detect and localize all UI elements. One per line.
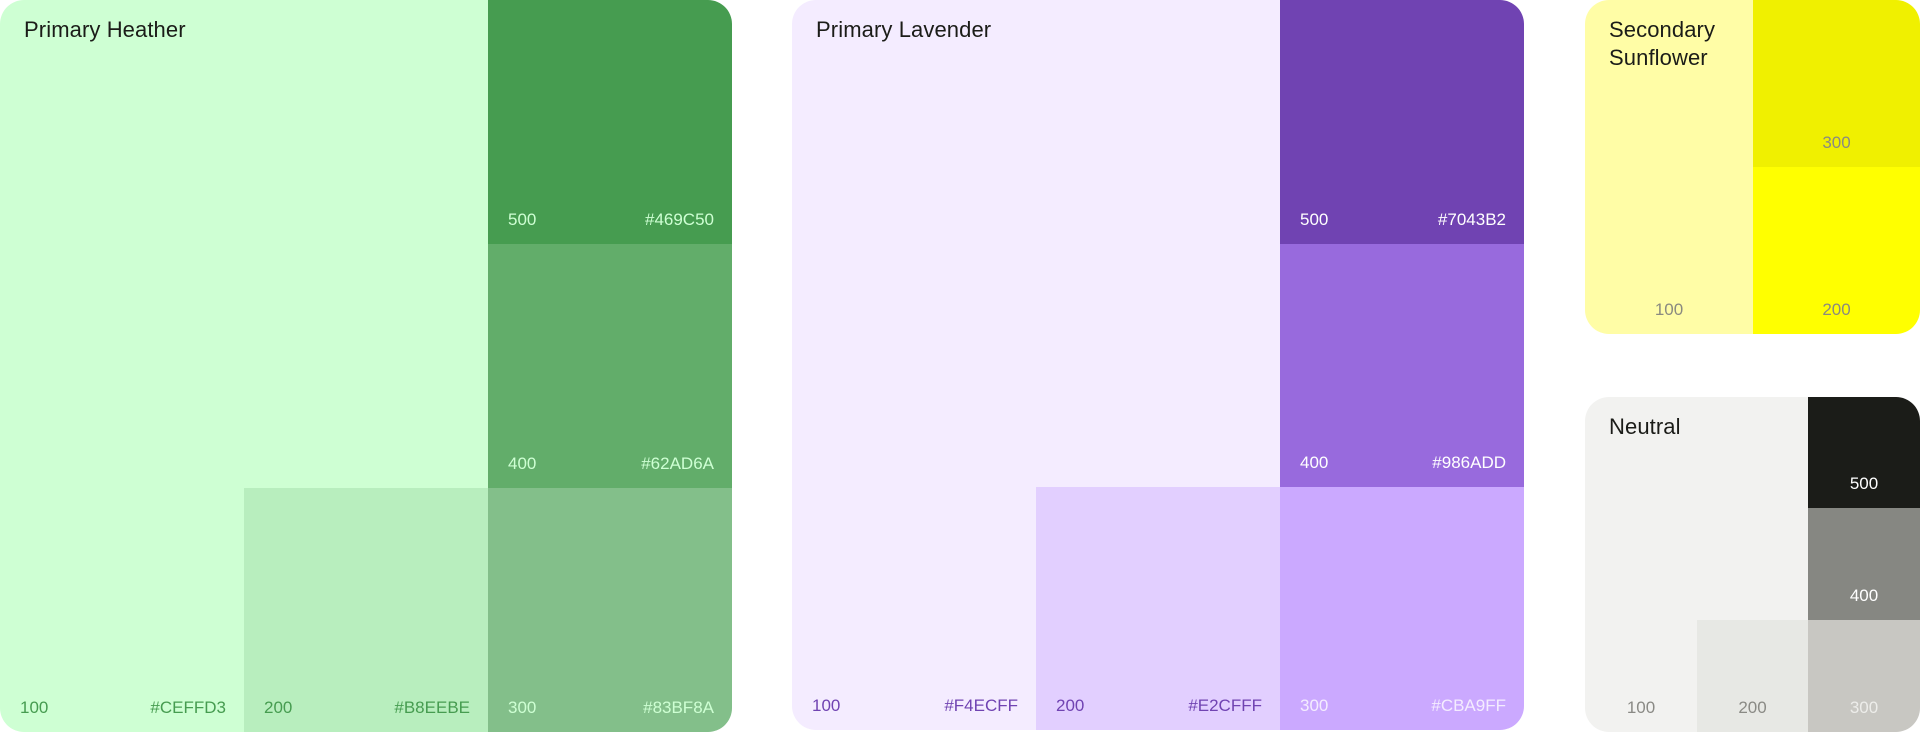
neutral-palette-card: 100 200 500 400 300 Neutral [1585,397,1920,732]
neutral-swatch-500[interactable]: 500 [1808,397,1920,508]
heather-swatch-100-upper [244,0,488,488]
swatch-step-label: 300 [1849,698,1879,717]
sunflower-swatch-100[interactable]: 100 [1585,0,1753,334]
heather-swatch-400[interactable]: 400 #62AD6A [488,244,732,488]
palette-title-line-1: Secondary [1609,17,1716,42]
swatch-step-label: 200 [264,698,293,717]
neutral-swatch-300[interactable]: 300 [1808,620,1920,732]
swatch-step-label: 100 [20,698,49,717]
neutral-swatch-100[interactable]: 100 [1585,397,1697,732]
lavender-swatch-400[interactable]: 400 #986ADD [1280,244,1524,487]
swatch-hex-label: #469C50 [644,210,714,229]
swatch-hex-label: #CEFFD3 [150,698,226,717]
lavender-palette-card: 100 #F4ECFF 200 #E2CFFF 500 #7043B2 400 … [792,0,1524,730]
swatch-hex-label: #B8EEBE [394,698,470,717]
swatch-hex-label: #83BF8A [643,698,714,717]
swatch-hex-label: #CBA9FF [1431,696,1506,715]
neutral-swatch-400[interactable]: 400 [1808,508,1920,620]
palette-title: Primary Heather [24,17,186,42]
neutral-swatch-200[interactable]: 200 [1697,620,1808,732]
swatch-step-label: 500 [508,210,537,229]
palette-title: Primary Lavender [816,17,992,42]
swatch-hex-label: #7043B2 [1437,210,1506,229]
swatch-step-label: 100 [1654,300,1684,319]
swatch-step-label: 200 [1738,698,1767,717]
swatch-step-label: 200 [1822,300,1851,319]
swatch-step-label: 400 [1300,453,1329,472]
sunflower-swatch-200[interactable]: 200 [1753,167,1920,334]
lavender-swatch-200[interactable]: 200 #E2CFFF [1036,487,1280,730]
swatch-step-label: 300 [1300,696,1329,715]
swatch-step-label: 500 [1300,210,1329,229]
swatch-step-label: 100 [812,696,841,715]
heather-palette-card: 100 #CEFFD3 200 #B8EEBE 500 #469C50 400 … [0,0,732,732]
swatch-step-label: 400 [508,454,537,473]
palette-title: Neutral [1609,414,1681,439]
heather-swatch-100[interactable]: 100 #CEFFD3 [0,0,244,732]
lavender-swatch-100-upper [1036,0,1280,487]
sunflower-swatch-300[interactable]: 300 [1753,0,1920,167]
heather-swatch-500[interactable]: 500 #469C50 [488,0,732,244]
swatch-step-label: 100 [1626,698,1656,717]
heather-swatch-200[interactable]: 200 #B8EEBE [244,488,488,732]
swatch-step-label: 200 [1056,696,1085,715]
swatch-step-label: 300 [508,698,537,717]
lavender-swatch-500[interactable]: 500 #7043B2 [1280,0,1524,244]
swatch-step-label: 300 [1822,133,1851,152]
swatch-hex-label: #F4ECFF [944,696,1018,715]
swatch-hex-label: #62AD6A [641,454,714,473]
palette-title: Secondary Sunflower [1609,16,1715,72]
swatch-hex-label: #986ADD [1432,453,1506,472]
lavender-swatch-100[interactable]: 100 #F4ECFF [792,0,1036,730]
swatch-hex-label: #E2CFFF [1188,696,1262,715]
neutral-swatch-100-upper [1697,397,1808,620]
palette-title-line-2: Sunflower [1609,45,1708,70]
sunflower-palette-card: 100 300 200 Secondary Sunflower [1585,0,1920,334]
heather-swatch-300[interactable]: 300 #83BF8A [488,488,732,732]
swatch-step-label: 400 [1849,586,1879,605]
lavender-swatch-300[interactable]: 300 #CBA9FF [1280,487,1524,730]
swatch-step-label: 500 [1849,474,1879,493]
